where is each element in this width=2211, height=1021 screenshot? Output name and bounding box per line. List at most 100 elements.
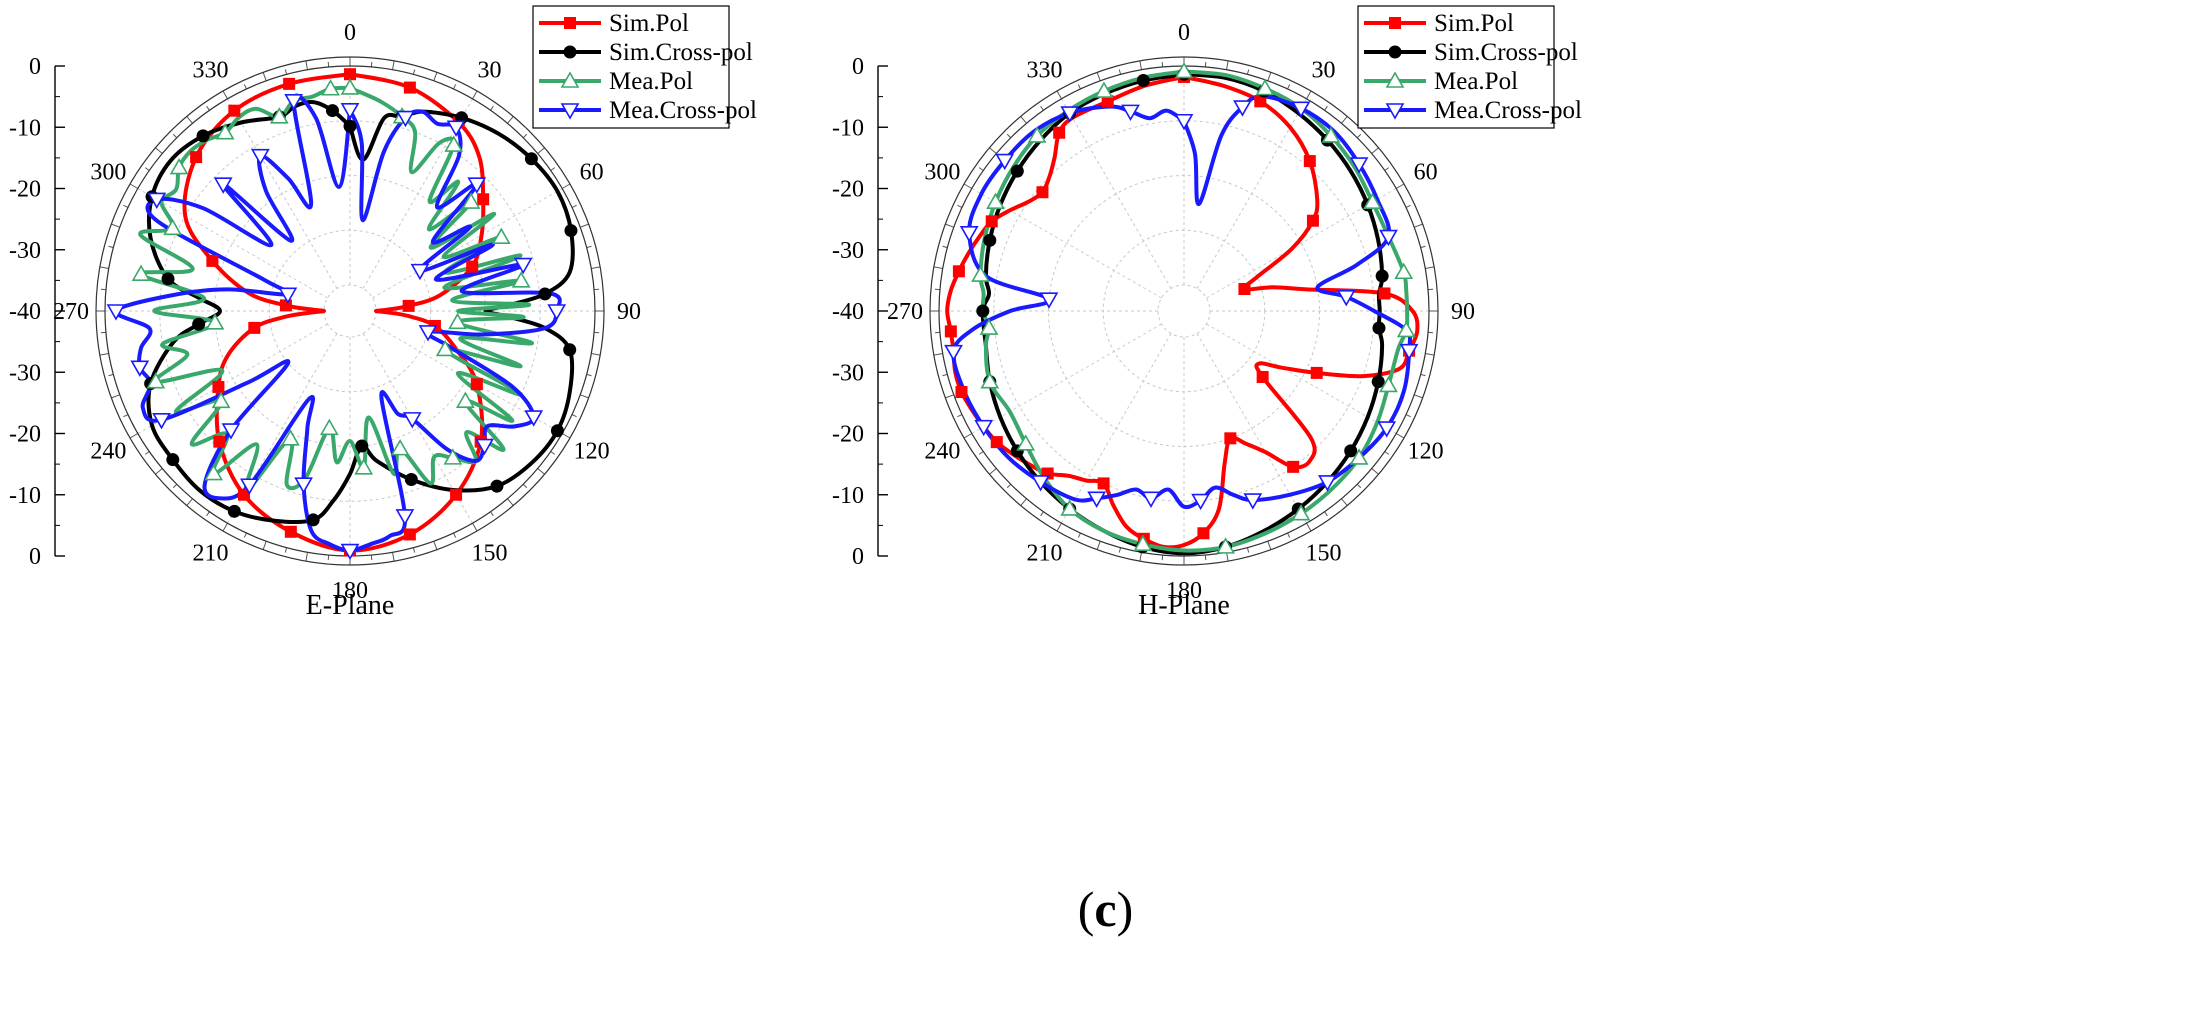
angle-tick bbox=[522, 483, 528, 489]
marker-mea-pol bbox=[444, 135, 464, 152]
marker-mea-cross-pol bbox=[410, 263, 430, 281]
angle-tick-label: 300 bbox=[924, 160, 960, 186]
grid-spoke bbox=[1061, 333, 1172, 524]
angle-tick bbox=[1267, 72, 1272, 81]
angle-tick bbox=[186, 498, 193, 506]
angle-tick bbox=[1020, 498, 1027, 506]
marker-mea-cross-pol bbox=[284, 93, 304, 111]
legend-label: Sim.Cross-pol bbox=[609, 39, 753, 66]
angle-tick bbox=[1341, 116, 1348, 124]
marker-sim-cross-pol bbox=[538, 287, 552, 301]
angle-tick-label: 60 bbox=[1414, 160, 1438, 186]
angle-tick bbox=[1395, 183, 1405, 189]
angle-tick-label: 180 bbox=[332, 578, 368, 604]
marker-mea-pol bbox=[131, 264, 151, 281]
radial-tick-label: -30 bbox=[9, 360, 41, 386]
marker-sim-cross-pol bbox=[192, 317, 206, 331]
marker-mea-pol bbox=[204, 463, 224, 481]
angle-tick bbox=[1118, 547, 1122, 553]
radial-tick-label: 0 bbox=[852, 54, 864, 80]
angle-tick bbox=[222, 522, 228, 532]
marker-sim-cross-pol bbox=[563, 343, 577, 357]
angle-tick bbox=[1267, 541, 1272, 550]
marker-mea-pol bbox=[986, 192, 1005, 209]
angle-tick bbox=[1414, 223, 1423, 228]
angle-tick bbox=[99, 353, 109, 356]
angle-tick bbox=[1420, 373, 1426, 377]
angle-tick bbox=[933, 353, 943, 356]
marker-mea-pol bbox=[1027, 126, 1047, 143]
marker-sim-pol bbox=[213, 435, 226, 448]
angle-tick bbox=[537, 468, 545, 475]
marker-mea-pol bbox=[1174, 61, 1194, 79]
radial-tick-label: -20 bbox=[832, 422, 864, 448]
marker-mea-pol bbox=[340, 78, 360, 95]
angle-tick bbox=[243, 84, 247, 90]
marker-mea-pol bbox=[1060, 499, 1080, 516]
marker-mea-pol bbox=[1216, 537, 1235, 554]
angle-tick bbox=[586, 245, 592, 249]
marker-mea-pol bbox=[979, 318, 999, 335]
radial-tick-label: 0 bbox=[29, 544, 41, 570]
marker-sim-pol bbox=[344, 68, 356, 81]
angle-tick bbox=[1139, 60, 1142, 70]
marker-mea-cross-pol bbox=[1121, 104, 1140, 121]
grid-spoke bbox=[971, 323, 1162, 434]
angle-tick-label: 90 bbox=[1451, 299, 1475, 325]
angle-tick-label: 150 bbox=[1306, 541, 1342, 567]
caption-open: ( bbox=[1077, 881, 1095, 937]
marker-sim-pol bbox=[190, 151, 203, 164]
marker-mea-pol bbox=[1349, 448, 1369, 465]
angle-tick-label: 270 bbox=[887, 299, 923, 325]
marker-sim-cross-pol bbox=[166, 453, 180, 467]
angle-tick bbox=[522, 133, 528, 139]
marker-mea-pol bbox=[435, 339, 455, 357]
marker-sim-pol bbox=[206, 254, 219, 267]
angle-tick bbox=[186, 116, 193, 124]
angle-tick bbox=[206, 105, 210, 111]
grid-spoke bbox=[1206, 323, 1397, 434]
marker-sim-cross-pol bbox=[227, 504, 241, 518]
marker-sim-pol bbox=[212, 380, 225, 393]
marker-mea-cross-pol bbox=[959, 226, 979, 243]
angle-tick bbox=[1246, 69, 1250, 75]
angle-tick bbox=[1384, 167, 1390, 171]
marker-mea-pol bbox=[456, 391, 475, 408]
marker-mea-cross-pol bbox=[1385, 103, 1405, 120]
angle-tick bbox=[1371, 468, 1379, 475]
marker-mea-pol bbox=[1394, 262, 1414, 280]
angle-tick bbox=[1341, 498, 1348, 506]
angle-tick bbox=[942, 373, 948, 377]
grid-spoke bbox=[227, 98, 338, 289]
radial-tick-label: -20 bbox=[9, 177, 41, 203]
angle-tick bbox=[111, 394, 120, 399]
marker-mea-cross-pol bbox=[475, 438, 494, 456]
marker-mea-pol bbox=[1133, 534, 1153, 551]
angle-tick bbox=[1395, 433, 1405, 439]
angle-tick bbox=[550, 167, 556, 171]
marker-sim-pol bbox=[1238, 282, 1251, 295]
marker-sim-pol bbox=[466, 260, 479, 273]
angle-tick bbox=[591, 353, 601, 356]
angle-tick bbox=[472, 90, 478, 100]
angle-tick bbox=[1384, 451, 1390, 455]
marker-mea-cross-pol bbox=[944, 344, 963, 362]
angle-tick bbox=[392, 552, 395, 562]
marker-mea-cross-pol bbox=[250, 148, 270, 166]
e-plane-plot: 0 30 60 90 120 150 180 210 240 270 300 330 0 -10 -20 -3… bbox=[9, 5, 757, 621]
marker-sim-cross-pol bbox=[563, 45, 577, 59]
angle-tick-label: 30 bbox=[478, 57, 502, 83]
angle-tick bbox=[284, 69, 288, 75]
angle-tick-label: 330 bbox=[193, 57, 229, 83]
marker-mea-cross-pol bbox=[221, 423, 241, 440]
angle-tick-label: 330 bbox=[1027, 57, 1063, 83]
angle-tick bbox=[111, 223, 120, 228]
marker-mea-cross-pol bbox=[1377, 421, 1397, 438]
caption-close: ) bbox=[1116, 881, 1134, 937]
marker-mea-cross-pol bbox=[1233, 100, 1252, 117]
angle-tick bbox=[490, 511, 494, 517]
angle-tick-label: 300 bbox=[90, 160, 126, 186]
marker-sim-pol bbox=[284, 525, 297, 538]
